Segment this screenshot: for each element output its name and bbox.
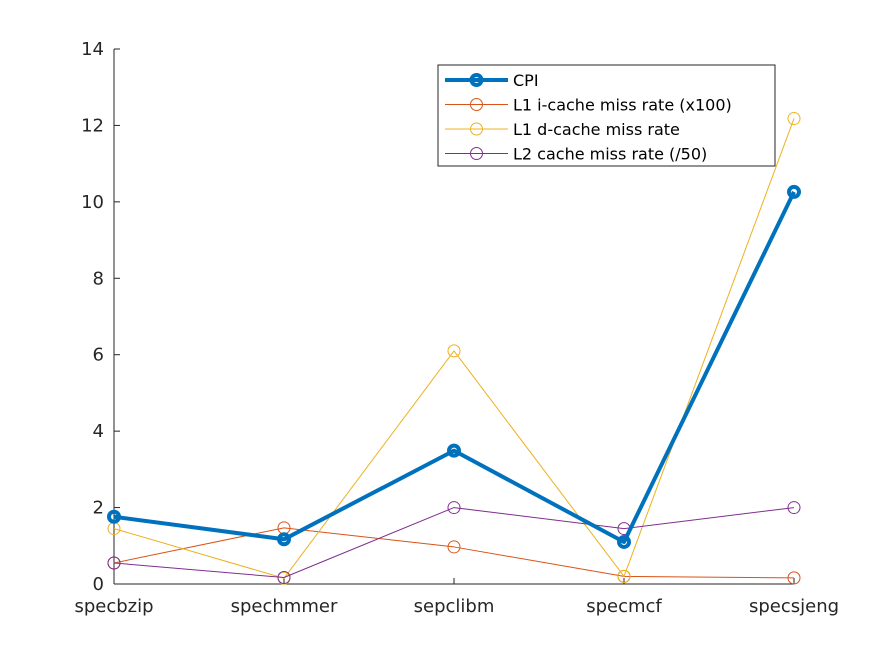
y-tick-label: 14 [81,39,104,60]
series-0 [107,184,801,549]
data-point [617,569,631,583]
legend-marker [470,122,483,136]
axes: 0 2 4 6 8 10 12 14 specbzip spechmmer sepclibm spec… [74,39,839,617]
legend: CPI L1 i-cache miss rate (x100) L1 d-cache… [437,64,776,167]
x-tick-label: sepclibm [414,596,495,617]
x-tick-label: specmcf [586,596,662,617]
y-tick-label: 0 [93,574,104,595]
series-3 [107,501,801,585]
legend-marker [470,147,483,160]
x-tick-label: specbzip [74,596,153,617]
legend-entry: L2 cache miss rate (/50) [445,145,707,164]
legend-entry: L1 i-cache miss rate (x100) [445,96,732,115]
series-line [113,527,795,579]
data-point [447,501,461,515]
legend-entry: CPI [445,71,539,90]
legend-label: L2 cache miss rate (/50) [513,145,707,164]
legend-label: CPI [513,71,539,90]
series-line [113,118,795,579]
data-point [787,501,801,515]
data-point [277,532,291,547]
x-tick-label: spechmmer [231,596,338,617]
y-tick-label: 12 [81,115,104,136]
y-tick-label: 6 [93,345,104,366]
legend-label: L1 d-cache miss rate [513,120,680,139]
legend-marker [469,73,484,87]
data-point [787,571,801,585]
data-point [277,571,291,585]
y-tick-label: 10 [81,192,104,213]
legend-entry: L1 d-cache miss rate [445,120,680,139]
x-tick-label: specsjeng [749,596,839,617]
y-tick-label: 4 [93,421,104,442]
y-tick-label: 2 [93,498,104,519]
legend-marker [470,98,483,111]
data-point [447,344,461,358]
data-point [447,443,461,458]
data-point [787,184,801,199]
data-point [107,556,121,570]
series-line [113,191,796,544]
data-point [787,112,801,126]
plot-area [107,112,801,585]
y-tick-label: 8 [93,268,104,289]
series-line [113,507,795,579]
data-point [107,509,121,524]
data-point [447,540,461,554]
legend-label: L1 i-cache miss rate (x100) [513,96,732,115]
data-point [617,534,631,549]
